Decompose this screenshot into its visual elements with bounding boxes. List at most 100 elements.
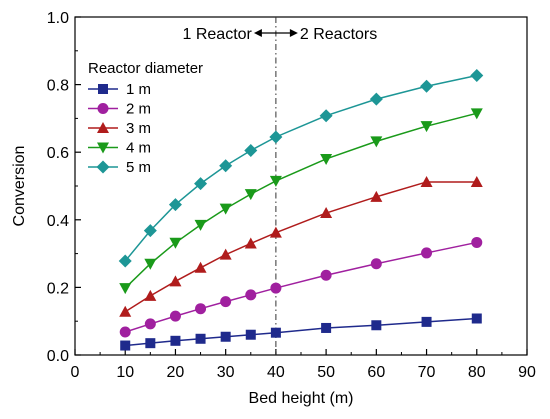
series-2m-point [220,296,232,308]
series-2m-point [144,318,156,330]
x-tick-label: 10 [116,364,134,381]
series-1m-point [220,331,231,342]
series-3m-point [470,175,483,187]
one-reactor-label: 1 Reactor [183,26,253,43]
series-3m-point [420,175,433,187]
x-tick-label: 90 [518,364,536,381]
series-1m-point [145,338,156,349]
legend-marker [97,122,109,133]
legend-item: 1 m [88,81,151,98]
series-4m-point [119,283,132,295]
series-3m-point [370,190,383,202]
series-3m-point [320,207,333,219]
two-reactors-label: 2 Reactors [300,26,377,43]
series-3m-point [244,237,257,249]
series-2m-point [119,326,131,338]
legend-title: Reactor diameter [88,60,203,77]
series-2m-point [471,236,483,248]
legend-label: 1 m [126,81,151,98]
series-5m-point [269,130,283,144]
x-tick-label: 20 [167,364,185,381]
series-4m-point [269,175,282,187]
series-1m-point [371,320,382,331]
series-5m-point [168,198,182,212]
series-5m-point [244,144,258,158]
legend-label: 5 m [126,159,151,176]
series-5m-point [420,79,434,93]
series-1m-point [245,329,256,340]
series-1m-point [195,333,206,344]
legend-label: 3 m [126,120,151,137]
series-5m-point [470,68,484,82]
series-2m-point [195,303,207,315]
x-tick-label: 60 [367,364,385,381]
series-4m-point [370,136,383,148]
series-2m [119,236,483,338]
series-2m-point [270,282,282,294]
x-axis-title: Bed height (m) [249,390,354,407]
series-1m [120,313,482,351]
x-tick-label: 30 [217,364,235,381]
arrow-right-head [289,29,298,37]
y-tick-label: 1.0 [47,10,69,27]
series-3m-point [219,248,232,260]
series-2m-point [245,289,257,301]
series-1m-point [471,313,482,324]
series-3m-point [194,261,207,273]
series-4m-point [320,153,333,165]
legend-item: 5 m [88,159,151,176]
series-3m [119,175,483,317]
series-5m-line [124,74,477,262]
series-5m-point [219,159,233,173]
x-tick-label: 80 [468,364,486,381]
series-4m-point [244,189,257,201]
y-axis-title: Conversion [11,146,28,227]
legend-item: 2 m [88,101,151,118]
legend-item: 3 m [88,120,151,137]
series-5m-point [143,224,157,238]
x-tick-label: 0 [71,364,80,381]
legend-item: 4 m [88,140,151,157]
series-2m-point [370,258,382,270]
legend: Reactor diameter 1 m 2 m 3 m 4 m 5 m [88,60,203,176]
legend-label: 2 m [126,101,151,118]
x-tick-label: 50 [317,364,335,381]
series-4m-point [144,258,157,270]
series-1m-point [170,335,181,346]
series-3m-point [269,226,282,238]
series-2m-point [320,269,332,281]
legend-marker [98,84,108,94]
series-4m-point [219,203,232,215]
plot-series [118,68,484,351]
y-tick-label: 0.2 [47,280,69,297]
series-4m-point [470,108,483,120]
series-1m-point [421,316,432,327]
series-5m-point [369,92,383,106]
series-3m-point [169,275,182,287]
series-3m-point [144,289,157,301]
y-tick-label: 0.4 [47,213,69,230]
series-1m-point [270,327,281,338]
series-1m-point [321,322,332,333]
reactor-annotation: 1 Reactor 2 Reactors [183,17,377,355]
x-tick-label: 70 [418,364,436,381]
x-tick-label: 40 [267,364,285,381]
series-1m-point [120,340,131,351]
series-3m-point [119,305,132,317]
series-5m-point [118,254,132,268]
series-4m-point [194,219,207,231]
legend-marker [97,142,109,154]
arrow-left-head [253,29,262,37]
legend-marker [97,103,109,114]
legend-marker [96,160,110,174]
y-tick-label: 0.6 [47,145,69,162]
y-tick-label: 0.8 [47,78,69,95]
y-tick-label: 0.0 [47,348,69,365]
series-2m-point [421,247,433,259]
series-4m-point [420,121,433,133]
legend-label: 4 m [126,140,151,157]
axes: 0 10 20 30 40 50 60 70 80 90 0.0 0.2 0.4 0.6 0.8 1.0 Bed… [11,10,536,407]
series-4m [119,108,483,295]
series-2m-point [169,310,181,322]
